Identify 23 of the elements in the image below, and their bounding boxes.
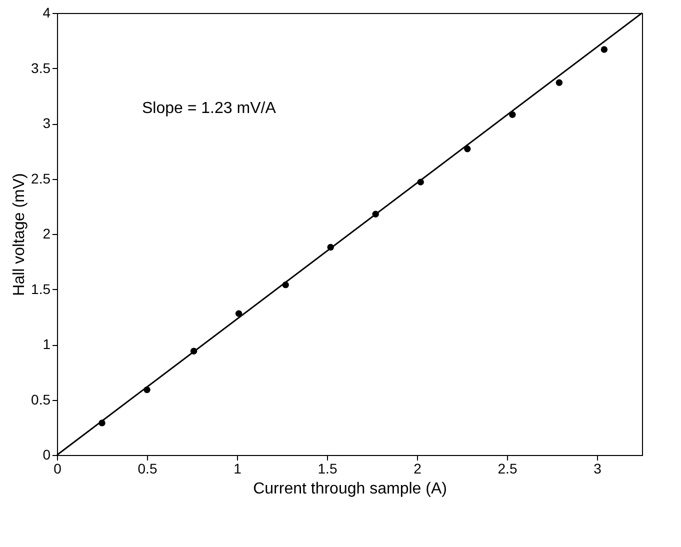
y-tick-label: 2.5 bbox=[31, 170, 51, 186]
point bbox=[235, 310, 242, 317]
x-axis-title: Current through sample (A) bbox=[253, 480, 447, 498]
x-tick-label: 2.5 bbox=[498, 460, 518, 476]
point bbox=[556, 79, 563, 86]
x-tick-label: 0.5 bbox=[138, 460, 158, 476]
point bbox=[600, 46, 608, 53]
y-tick-label: 0 bbox=[42, 446, 51, 462]
x-tick-label: 2 bbox=[414, 460, 422, 476]
x-tick-label: 1.5 bbox=[318, 460, 338, 476]
x-tick-label: 3 bbox=[594, 460, 602, 476]
point bbox=[464, 146, 471, 152]
y-tick-label: 2 bbox=[42, 226, 51, 242]
y-tick-label: 4 bbox=[42, 4, 51, 20]
x-tick-label: 1 bbox=[234, 460, 242, 476]
y-tick-label: 0.5 bbox=[31, 391, 51, 408]
annotation: Slope = 1.23 mV/A bbox=[142, 100, 276, 117]
y-tick-label: 1.5 bbox=[31, 280, 51, 297]
y-tick-label: 1 bbox=[42, 336, 51, 352]
x-tick-label: 0 bbox=[54, 460, 62, 476]
y-tick-label: 3 bbox=[42, 115, 51, 131]
y-axis-title: Hall voltage (mV) bbox=[11, 173, 28, 296]
y-tick-label: 3.5 bbox=[31, 60, 51, 76]
